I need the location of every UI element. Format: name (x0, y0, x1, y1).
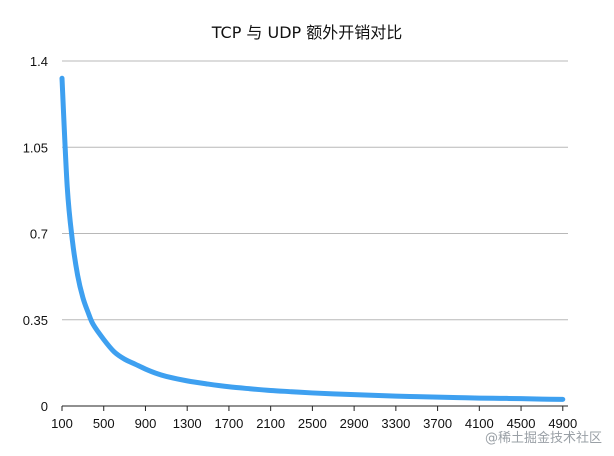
x-tick-label: 4900 (548, 416, 577, 431)
x-tick-label: 2900 (340, 416, 369, 431)
x-tick-label: 2100 (256, 416, 285, 431)
y-tick-label: 1.4 (30, 54, 48, 69)
x-tick-label: 2500 (298, 416, 327, 431)
series-layer (59, 75, 566, 402)
x-tick-label: 4100 (465, 416, 494, 431)
x-tick-label: 3300 (381, 416, 410, 431)
y-tick-label: 1.05 (23, 140, 48, 155)
x-tick-label: 4500 (507, 416, 536, 431)
y-tick-label: 0 (41, 399, 48, 414)
x-tick-label: 3700 (423, 416, 452, 431)
x-tick-label: 100 (51, 416, 73, 431)
x-tick-label: 500 (93, 416, 115, 431)
x-axis-ticks: 100 500 900 1300 1700 2100 2500 2900 3300 3700 410… (51, 406, 577, 431)
x-tick-label: 1700 (214, 416, 243, 431)
chart-title: TCP 与 UDP 额外开销对比 (211, 23, 403, 42)
x-tick-label: 900 (135, 416, 157, 431)
y-tick-label: 0.35 (23, 313, 48, 328)
x-tick-label: 1300 (173, 416, 202, 431)
watermark: @稀土掘金技术社区 (484, 431, 602, 446)
y-axis-ticks: 0 0.35 0.7 1.05 1.4 (23, 54, 48, 414)
grid (62, 60, 568, 407)
series-line (59, 75, 566, 402)
y-tick-label: 0.7 (30, 227, 48, 242)
